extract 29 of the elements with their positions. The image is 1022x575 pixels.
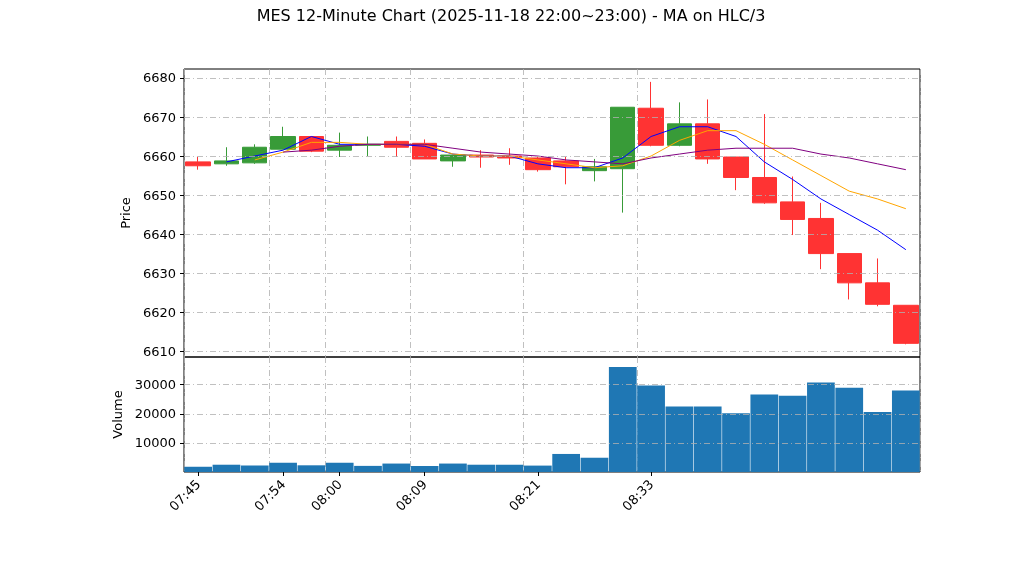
- candlestick: [214, 146, 239, 167]
- y-tick-label: 6610: [142, 343, 176, 359]
- y-tick-label: 30000: [134, 377, 176, 393]
- y-tick-label: 6630: [142, 265, 176, 281]
- y-tick-label: 6640: [142, 226, 176, 242]
- y-tick-label: 6670: [142, 109, 176, 125]
- candlestick: [752, 113, 777, 205]
- y-tick-label: 20000: [134, 406, 176, 422]
- line-series: [282, 143, 907, 171]
- y-axis-title: Volume: [109, 390, 125, 439]
- y-tick-label: 6660: [142, 148, 176, 164]
- y-axis-title: Price: [118, 197, 134, 229]
- line-series: [254, 130, 907, 210]
- candlestick: [723, 156, 749, 191]
- candlestick: [270, 126, 296, 150]
- y-tick-label: 6680: [142, 70, 176, 86]
- candlestick: [808, 202, 834, 270]
- candlestick: [440, 154, 466, 168]
- chart-title: MES 12-Minute Chart (2025-11-18 22:00~23:00) - MA on HLC/3: [256, 5, 766, 25]
- candlestick: [695, 98, 720, 165]
- candlestick: [610, 106, 635, 214]
- candlestick: [638, 81, 664, 147]
- y-tick-label: 6650: [142, 187, 176, 203]
- y-tick-label: 10000: [134, 435, 176, 451]
- candlestick: [893, 304, 919, 345]
- candlestick: [865, 257, 890, 307]
- candlestick: [780, 176, 805, 236]
- candlestick: [837, 253, 862, 300]
- y-tick-label: 6620: [142, 304, 176, 320]
